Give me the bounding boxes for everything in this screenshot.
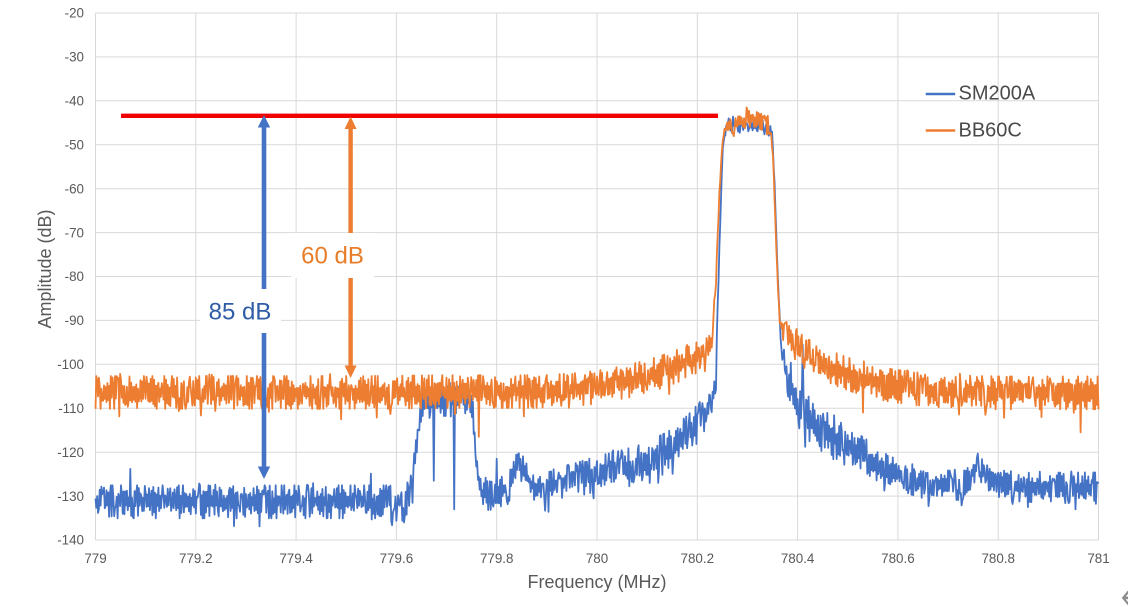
svg-text:-30: -30 (65, 50, 84, 65)
svg-text:780.8: 780.8 (981, 551, 1015, 566)
svg-text:-40: -40 (65, 94, 84, 109)
svg-text:-140: -140 (57, 533, 84, 548)
svg-text:-20: -20 (65, 6, 84, 21)
svg-text:BB60C: BB60C (959, 119, 1022, 141)
svg-text:779.2: 779.2 (179, 551, 213, 566)
svg-text:Amplitude (dB): Amplitude (dB) (35, 209, 55, 328)
svg-text:780.6: 780.6 (881, 551, 915, 566)
svg-text:779.6: 779.6 (380, 551, 414, 566)
svg-text:-120: -120 (57, 445, 84, 460)
svg-text:780: 780 (586, 551, 608, 566)
svg-text:779.4: 779.4 (279, 551, 313, 566)
svg-text:-90: -90 (65, 313, 84, 328)
svg-text:781: 781 (1087, 551, 1109, 566)
svg-text:Frequency (MHz): Frequency (MHz) (527, 572, 666, 592)
svg-text:-110: -110 (58, 401, 84, 416)
svg-text:779: 779 (84, 551, 106, 566)
svg-text:-50: -50 (65, 137, 84, 152)
svg-text:-80: -80 (65, 269, 84, 284)
svg-text:85 dB: 85 dB (209, 298, 272, 325)
svg-text:779.8: 779.8 (480, 551, 514, 566)
svg-text:SM200A: SM200A (959, 83, 1036, 105)
svg-text:-130: -130 (57, 489, 84, 504)
svg-text:-60: -60 (65, 181, 84, 196)
svg-text:780.4: 780.4 (781, 551, 815, 566)
svg-text:-100: -100 (57, 357, 84, 372)
svg-text:780.2: 780.2 (681, 551, 715, 566)
svg-text:60 dB: 60 dB (301, 243, 364, 270)
svg-text:-70: -70 (65, 225, 84, 240)
